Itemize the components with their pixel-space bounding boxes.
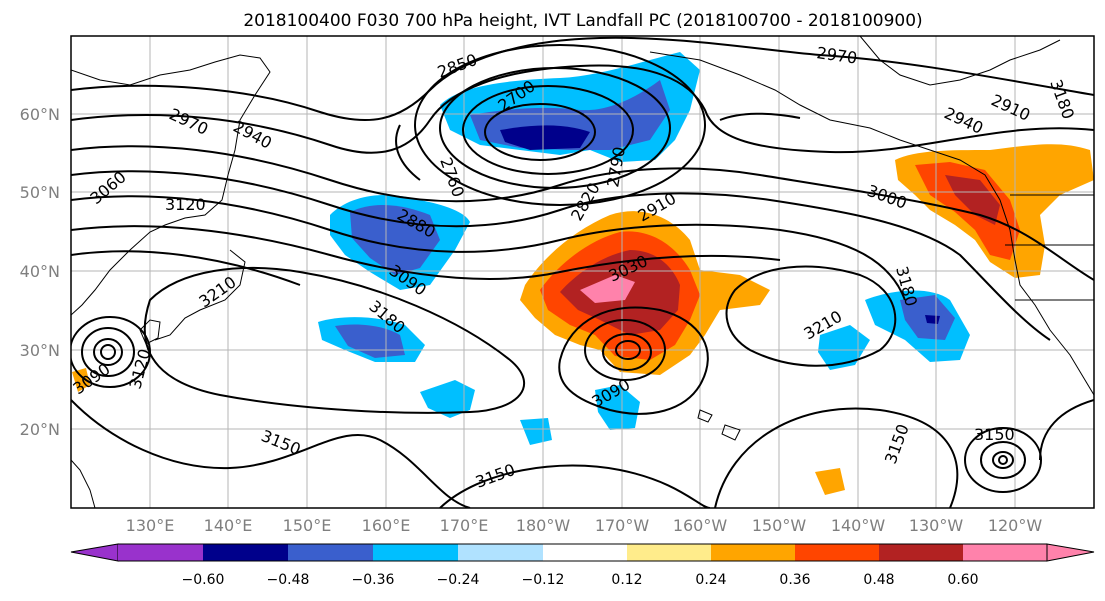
- colorbar-tick-label: 0.48: [863, 572, 894, 588]
- lon-label: 130°E: [126, 516, 175, 535]
- colorbar-tick-label: −0.60: [182, 572, 225, 588]
- colorbar: [70, 543, 1095, 562]
- colorbar-segment: [543, 544, 627, 561]
- colorbar-tick-label: −0.48: [267, 572, 310, 588]
- map-frame: [70, 35, 1095, 509]
- colorbar-tick-label: −0.24: [437, 572, 480, 588]
- lat-label: 20°N: [20, 420, 60, 439]
- height-contours: [71, 36, 1094, 508]
- contour-label: 3120: [165, 195, 206, 214]
- lon-label: 160°W: [673, 516, 728, 535]
- lat-label: 40°N: [20, 262, 60, 281]
- colorbar-tick-label: 0.36: [779, 572, 810, 588]
- ivt-positive-fills: [72, 144, 1094, 495]
- colorbar-segment: [963, 544, 1047, 561]
- lon-label: 120°W: [988, 516, 1043, 535]
- lat-axis-labels: 60°N 50°N 40°N 30°N 20°N: [20, 105, 60, 439]
- lon-label: 140°E: [204, 516, 253, 535]
- colorbar-tick-label: 0.60: [947, 572, 978, 588]
- colorbar-segment: [458, 544, 543, 561]
- colorbar-segment: [118, 544, 203, 561]
- colorbar-tick-labels: −0.60 −0.48 −0.36 −0.24 −0.12 0.12 0.24 …: [182, 572, 979, 588]
- lat-lon-gridlines: [71, 36, 1094, 508]
- figure-title: 2018100400 F030 700 hPa height, IVT Land…: [243, 11, 922, 31]
- colorbar-extend-low: [70, 543, 119, 562]
- colorbar-segment: [711, 544, 795, 561]
- lon-label: 130°W: [909, 516, 964, 535]
- colorbar-tick-label: −0.12: [522, 572, 565, 588]
- colorbar-segment: [203, 544, 288, 561]
- colorbar-tick-label: −0.36: [352, 572, 395, 588]
- colorbar-segment: [288, 544, 373, 561]
- colorbar-extend-high: [1046, 543, 1095, 562]
- colorbar-tick-label: 0.12: [611, 572, 642, 588]
- lon-label: 170°W: [595, 516, 650, 535]
- lon-label: 150°W: [752, 516, 807, 535]
- lat-label: 50°N: [20, 183, 60, 202]
- coastlines: [71, 36, 1094, 508]
- colorbar-segment: [879, 544, 963, 561]
- colorbar-tick-label: 0.24: [695, 572, 726, 588]
- colorbar-segment: [627, 544, 711, 561]
- lon-label: 160°E: [362, 516, 411, 535]
- lon-label: 150°E: [283, 516, 332, 535]
- lat-label: 30°N: [20, 341, 60, 360]
- map-panel: 2850 2970 2700 2760 2790 2820 2910 2970 …: [71, 36, 1094, 508]
- ivt-negative-fills: [318, 52, 970, 445]
- colorbar-segment: [795, 544, 879, 561]
- lat-label: 60°N: [20, 105, 60, 124]
- lon-label: 170°E: [440, 516, 489, 535]
- lon-label: 180°W: [516, 516, 571, 535]
- lon-axis-labels: 130°E 140°E 150°E 160°E 170°E 180°W 170°…: [126, 516, 1043, 535]
- lon-label: 140°W: [831, 516, 886, 535]
- contour-label: 3150: [974, 425, 1015, 444]
- colorbar-segment: [373, 544, 458, 561]
